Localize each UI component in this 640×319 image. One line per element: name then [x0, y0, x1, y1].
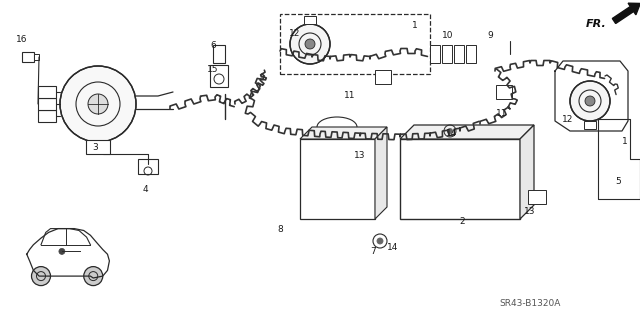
Polygon shape: [375, 127, 387, 219]
FancyBboxPatch shape: [430, 45, 440, 63]
Text: 14: 14: [446, 129, 458, 137]
Text: 15: 15: [207, 64, 219, 73]
Circle shape: [290, 24, 330, 64]
Polygon shape: [520, 125, 534, 219]
Circle shape: [377, 238, 383, 244]
Text: 4: 4: [142, 184, 148, 194]
Text: 13: 13: [355, 152, 365, 160]
Text: 16: 16: [16, 34, 28, 43]
FancyBboxPatch shape: [38, 98, 56, 110]
FancyBboxPatch shape: [528, 190, 546, 204]
Circle shape: [447, 129, 452, 133]
Circle shape: [305, 39, 315, 49]
FancyBboxPatch shape: [34, 54, 39, 60]
Text: 14: 14: [387, 242, 399, 251]
FancyBboxPatch shape: [584, 121, 596, 129]
FancyBboxPatch shape: [138, 159, 158, 174]
Circle shape: [585, 96, 595, 106]
FancyBboxPatch shape: [213, 45, 225, 63]
FancyBboxPatch shape: [466, 45, 476, 63]
Text: 10: 10: [442, 31, 454, 40]
Text: 11: 11: [344, 92, 356, 100]
Text: 2: 2: [459, 217, 465, 226]
FancyBboxPatch shape: [22, 52, 34, 62]
Text: 12: 12: [289, 29, 301, 39]
Text: FR.: FR.: [586, 19, 607, 29]
Text: SR43-B1320A: SR43-B1320A: [499, 300, 561, 308]
Circle shape: [570, 81, 610, 121]
Polygon shape: [300, 127, 387, 139]
FancyBboxPatch shape: [496, 85, 512, 99]
Text: 3: 3: [92, 143, 98, 152]
FancyBboxPatch shape: [38, 110, 56, 122]
FancyBboxPatch shape: [360, 130, 376, 144]
FancyBboxPatch shape: [210, 65, 228, 87]
Text: 13: 13: [524, 206, 536, 216]
FancyBboxPatch shape: [300, 139, 375, 219]
FancyBboxPatch shape: [442, 45, 452, 63]
Text: 7: 7: [370, 247, 376, 256]
Text: 9: 9: [487, 32, 493, 41]
Polygon shape: [400, 125, 534, 139]
FancyArrow shape: [612, 3, 640, 24]
FancyBboxPatch shape: [304, 16, 316, 24]
Text: 1: 1: [412, 21, 418, 31]
Circle shape: [60, 66, 136, 142]
FancyBboxPatch shape: [86, 140, 110, 154]
Circle shape: [88, 94, 108, 114]
Circle shape: [31, 267, 51, 286]
Circle shape: [84, 267, 103, 286]
FancyBboxPatch shape: [454, 45, 464, 63]
Circle shape: [59, 249, 65, 254]
Text: 11: 11: [496, 109, 508, 118]
Text: 12: 12: [563, 115, 573, 123]
Text: 8: 8: [277, 225, 283, 234]
FancyBboxPatch shape: [400, 139, 520, 219]
FancyBboxPatch shape: [38, 86, 56, 98]
FancyBboxPatch shape: [375, 70, 391, 84]
Text: 5: 5: [615, 176, 621, 186]
Text: 6: 6: [210, 41, 216, 49]
Text: 1: 1: [622, 137, 628, 145]
